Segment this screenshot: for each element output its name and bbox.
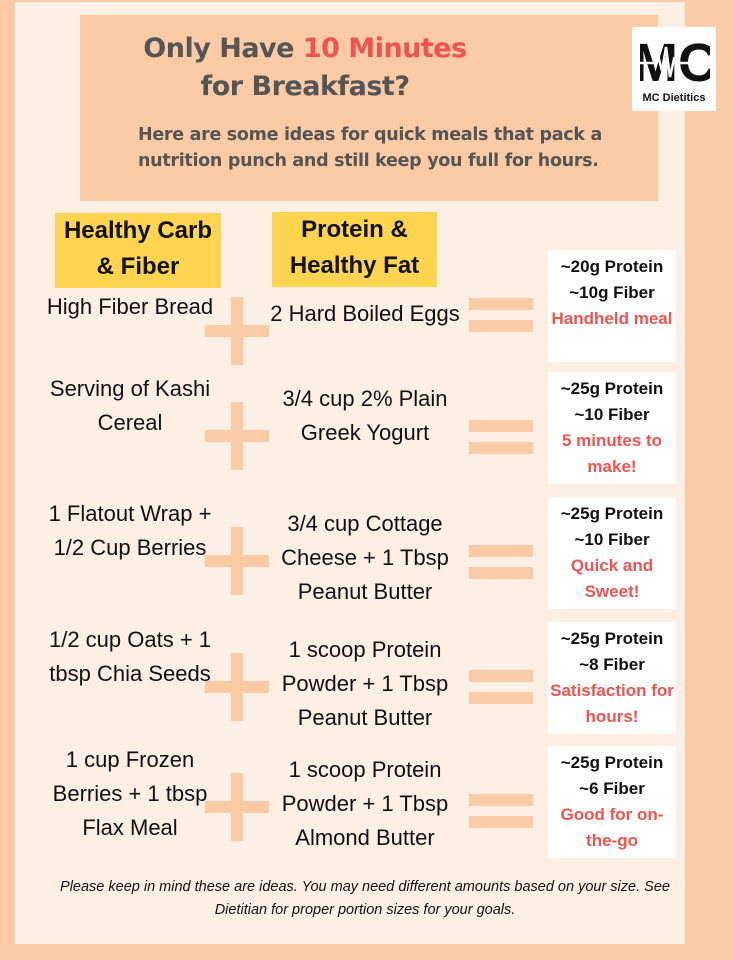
carb-fiber-item: Serving of Kashi Cereal <box>49 376 211 435</box>
equals-icon <box>469 670 533 704</box>
carb-fiber-item: 1/2 cup Oats + 1 tbsp Chia Seeds <box>48 627 212 686</box>
fiber-amount: ~10 Fiber <box>574 405 650 424</box>
plus-icon <box>205 402 269 470</box>
plus-icon <box>205 773 269 841</box>
title-prefix: Only Have <box>143 33 303 64</box>
meal-note: Quick and Sweet! <box>570 556 654 601</box>
equals-icon <box>469 298 533 332</box>
page-title: Only Have 10 Minutes for Breakfast? <box>130 30 480 106</box>
plus-icon <box>205 297 269 365</box>
protein-fat-item: 1 scoop Protein Powder + 1 Tbsp Peanut B… <box>281 637 449 730</box>
footer-disclaimer: Please keep in mind these are ideas. You… <box>60 879 670 918</box>
protein-fat-item: 2 Hard Boiled Eggs <box>270 301 460 326</box>
meal-note: Handheld meal <box>551 309 673 328</box>
header-panel <box>80 15 658 201</box>
result-card: ~25g Protein ~10 Fiber 5 minutes to make! <box>548 372 676 484</box>
fiber-amount: ~10g Fiber <box>569 283 655 302</box>
protein-amount: ~25g Protein <box>560 379 664 398</box>
result-card: ~25g Protein ~8 Fiber Satisfaction for hou… <box>548 622 676 734</box>
fiber-amount: ~8 Fiber <box>579 655 645 674</box>
protein-amount: ~25g Protein <box>560 504 664 523</box>
equals-icon <box>469 420 533 454</box>
equals-icon <box>469 794 533 828</box>
carb-fiber-item: 1 cup Frozen Berries + 1 tbsp Flax Meal <box>52 747 208 840</box>
result-card: ~25g Protein ~6 Fiber Good for on-the-go <box>548 746 676 858</box>
title-suffix: for Breakfast? <box>200 71 411 102</box>
logo: MC MC Dietitics <box>632 27 716 111</box>
column-header-protein-fat: Protein & Healthy Fat <box>272 212 437 287</box>
protein-fat-item: 3/4 cup Cottage Cheese + 1 Tbsp Peanut B… <box>281 511 449 604</box>
meal-note: Satisfaction for hours! <box>550 681 674 726</box>
column-header-carb-fiber: Healthy Carb & Fiber <box>55 213 221 288</box>
protein-amount: ~25g Protein <box>560 629 664 648</box>
result-card: ~25g Protein ~10 Fiber Quick and Sweet! <box>548 497 676 609</box>
equals-icon <box>469 545 533 579</box>
title-accent: 10 Minutes <box>302 33 467 64</box>
carb-fiber-item: 1 Flatout Wrap + 1/2 Cup Berries <box>48 501 212 560</box>
carb-fiber-item: High Fiber Bread <box>46 294 214 319</box>
logo-text: MC Dietitics <box>642 92 706 104</box>
protein-fat-item: 3/4 cup 2% Plain Greek Yogurt <box>282 386 448 445</box>
meal-note: 5 minutes to make! <box>561 431 663 476</box>
fiber-amount: ~10 Fiber <box>574 530 650 549</box>
meal-note: Good for on-the-go <box>560 805 664 850</box>
protein-fat-item: 1 scoop Protein Powder + 1 Tbsp Almond B… <box>281 757 449 850</box>
plus-icon <box>205 653 269 721</box>
heartbeat-icon: MC <box>640 33 710 89</box>
fiber-amount: ~6 Fiber <box>579 779 645 798</box>
result-card: ~20g Protein ~10g Fiber Handheld meal <box>548 250 676 362</box>
page-subtitle: Here are some ideas for quick meals that… <box>138 125 602 171</box>
protein-amount: ~20g Protein <box>560 257 664 276</box>
plus-icon <box>205 527 269 595</box>
protein-amount: ~25g Protein <box>560 753 664 772</box>
